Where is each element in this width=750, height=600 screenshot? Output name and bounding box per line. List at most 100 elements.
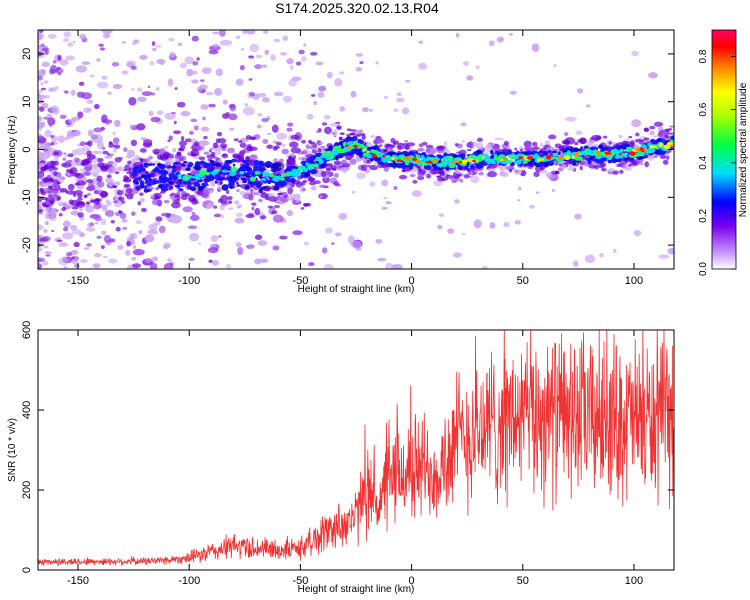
spectrogram-blob (126, 240, 132, 247)
spectrogram-blob (375, 61, 379, 65)
spectrogram-blob (635, 132, 640, 137)
spectrogram-blob (214, 156, 219, 160)
spectrogram-blob (290, 177, 296, 184)
spectrogram-blob (305, 144, 310, 149)
spectrogram-blob (609, 154, 613, 157)
spectrogram-blob (176, 151, 182, 157)
spectrogram-blob (229, 171, 236, 177)
spectrogram-blob (66, 172, 71, 176)
spectrogram-blob (256, 183, 260, 187)
spectrogram-blob (446, 174, 450, 176)
spectrogram-blob (85, 201, 91, 205)
spectrogram-blob (633, 230, 642, 237)
spectrogram-blob (108, 153, 114, 157)
spectrogram-blob (286, 194, 295, 201)
spectrogram-blob (219, 214, 225, 219)
spectrogram-blob (540, 142, 544, 148)
top-y-tick-label: 10 (21, 96, 33, 108)
spectrogram-blob (48, 87, 54, 93)
spectrogram-blob (619, 169, 624, 174)
spectrogram-blob (306, 113, 314, 120)
spectrogram-blob (64, 136, 70, 141)
spectrogram-blob (466, 75, 474, 81)
spectrogram-blob (595, 154, 605, 158)
spectrogram-blob (134, 155, 141, 161)
spectrogram-blob (308, 181, 317, 186)
spectrogram-blob (38, 135, 46, 144)
spectrogram-blob (53, 179, 60, 187)
spectrogram-blob (71, 256, 75, 260)
spectrogram-blob (612, 248, 617, 254)
spectrogram-blob (186, 185, 192, 190)
spectrogram-blob (518, 186, 522, 191)
spectrogram-blob (418, 40, 424, 45)
spectrogram-blob (516, 159, 522, 165)
bottom-y-tick-label: 600 (21, 321, 33, 339)
spectrogram-blob (127, 160, 132, 165)
spectrogram-blob (324, 148, 330, 152)
spectrogram-blob (279, 177, 285, 181)
spectrogram-blob (629, 151, 636, 156)
spectrogram-blob (42, 237, 49, 242)
spectrogram-blob (135, 220, 142, 225)
spectrogram-blob (271, 210, 278, 215)
spectrogram-blob (487, 168, 496, 173)
spectrogram-blob (192, 61, 199, 66)
spectrogram-blob (79, 259, 88, 263)
spectrogram-blob (210, 147, 213, 150)
spectrogram-blob (198, 156, 206, 161)
spectrogram-blob (499, 171, 506, 177)
spectrogram-blob (573, 260, 579, 268)
spectrogram-blob (279, 51, 288, 56)
spectrogram-blob (136, 123, 146, 131)
spectrogram-blob (175, 165, 182, 173)
spectrogram-blob (44, 213, 50, 220)
spectrogram-blob (206, 154, 216, 159)
spectrogram-blob (649, 145, 654, 149)
spectrogram-blob (277, 192, 283, 196)
spectrogram-blob (362, 107, 369, 113)
spectrogram-blob (65, 204, 72, 208)
spectrogram-blob (191, 197, 198, 205)
spectrogram-blob (417, 166, 422, 172)
bottom-y-tick-label: 200 (21, 481, 33, 499)
spectrogram-blob (563, 155, 571, 161)
bottom-x-tick-label: 50 (517, 575, 529, 587)
spectrogram-blob (461, 159, 468, 165)
spectrogram-blob (62, 157, 66, 161)
spectrogram-blob (455, 32, 460, 38)
spectrogram-blob (38, 115, 42, 121)
spectrogram-blob (600, 167, 607, 172)
spectrogram-blob (111, 143, 115, 148)
spectrogram-blob (105, 199, 111, 204)
spectrogram-blob (662, 159, 669, 165)
spectrogram-blob (318, 148, 322, 153)
spectrogram-blob (67, 183, 75, 191)
spectrogram-blob (100, 126, 106, 131)
spectrogram-blob (91, 133, 104, 144)
spectrogram-blob (74, 131, 81, 136)
snr-panel: -150 -100 -50 0 50 100 0 200 400 600 Height of s… (7, 321, 675, 595)
spectrogram-blob (63, 90, 69, 94)
spectrogram-blob (146, 173, 152, 178)
spectrogram-blob (196, 177, 201, 180)
spectrogram-blob (475, 159, 479, 162)
spectrogram-blob (213, 169, 221, 172)
spectrogram-blob (112, 131, 117, 136)
spectrogram-blob (113, 181, 121, 187)
spectrogram-blob (528, 141, 532, 144)
spectrogram-blob (84, 165, 93, 172)
colorbar-tick-label: 0.2 (698, 209, 709, 223)
spectrogram-blob (339, 71, 345, 75)
spectrogram-blob (225, 263, 232, 269)
spectrogram-blob (331, 242, 335, 245)
spectrogram-blob (159, 178, 166, 184)
spectrogram-blob (169, 185, 173, 189)
spectrogram-blob (658, 254, 670, 259)
spectrogram-blob (203, 162, 208, 165)
spectrogram-blob (456, 160, 461, 164)
spectrogram-blob (38, 30, 44, 33)
bottom-x-tick-label: -150 (67, 575, 89, 587)
spectrogram-blob (112, 185, 118, 188)
spectrogram-blob (121, 40, 126, 44)
